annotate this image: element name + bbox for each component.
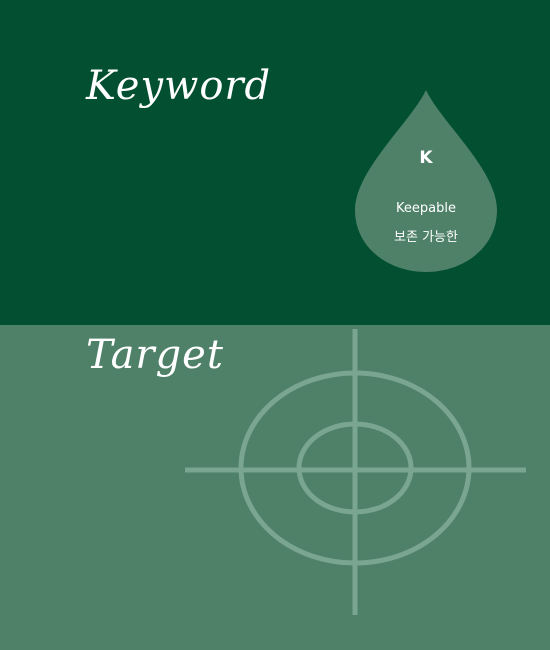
- target-section: [0, 325, 550, 650]
- keyword-letter: K: [419, 148, 433, 168]
- keyword-section: Keyword K Keepable 보존 가능한: [0, 0, 550, 325]
- target-heading: Target: [86, 332, 224, 378]
- keyword-korean: 보존 가능한: [394, 230, 458, 245]
- keyword-drop-badge: K Keepable 보존 가능한: [355, 88, 497, 274]
- keyword-word: Keepable: [396, 201, 456, 216]
- crosshair-icon: [183, 327, 528, 617]
- keyword-heading: Keyword: [86, 63, 272, 109]
- drop-shape-icon: [355, 90, 497, 272]
